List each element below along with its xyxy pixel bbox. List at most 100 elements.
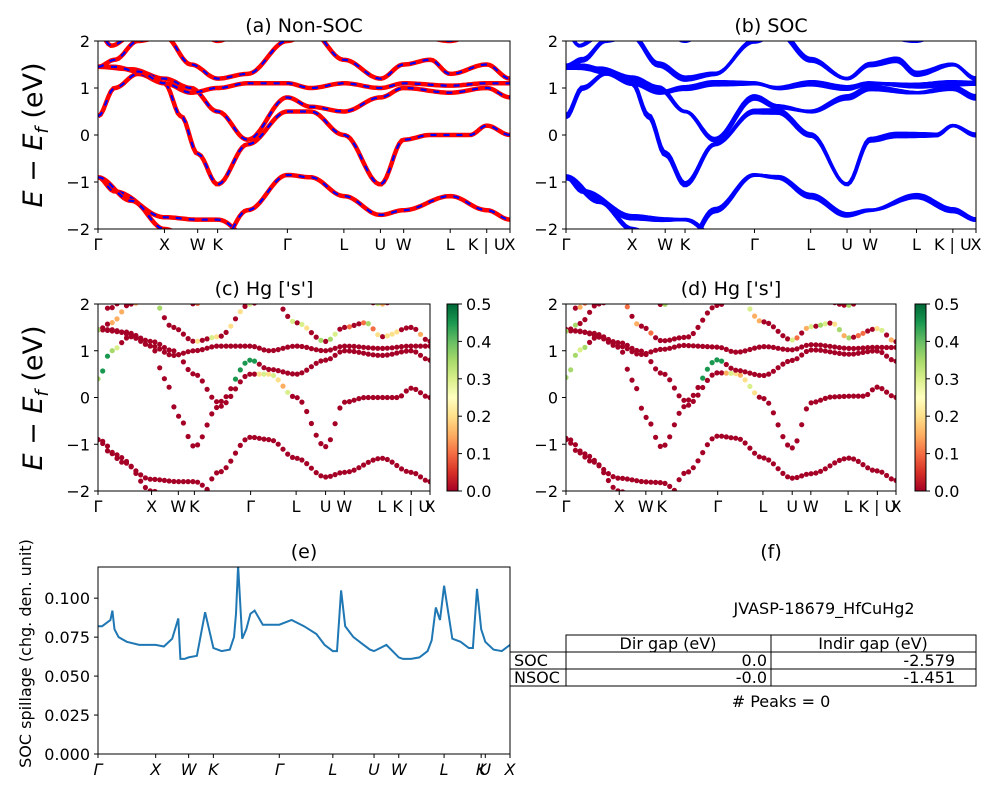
band-point-d <box>808 471 814 477</box>
band-point-c <box>361 462 367 468</box>
band-point-c <box>408 385 414 391</box>
band-point-d <box>789 475 795 481</box>
band-point-c <box>138 478 144 484</box>
band-point-d <box>789 357 795 363</box>
x-tick-label-a: K <box>212 235 223 254</box>
band-point-c <box>195 442 201 448</box>
x-tick-label-d: L <box>758 497 767 516</box>
band-point-c <box>100 438 106 444</box>
band-point-d <box>747 346 753 353</box>
band-point-d <box>733 506 738 511</box>
band-point-c <box>133 470 139 476</box>
y-tick-label-b: 2 <box>548 32 558 51</box>
band-point-c <box>128 331 134 338</box>
band-point-c <box>114 304 120 307</box>
band-point-d <box>860 295 865 300</box>
band-point-c <box>323 348 329 354</box>
band-point-c <box>308 465 314 471</box>
band-point-c <box>143 298 148 303</box>
band-point-c <box>128 304 134 307</box>
band-point-c <box>356 465 362 471</box>
band-point-d <box>851 345 857 352</box>
x-tick-label-a: L <box>339 235 348 254</box>
band-point-d <box>592 296 597 301</box>
band-line-b <box>566 72 976 186</box>
band-point-c <box>289 343 296 349</box>
band-point-d <box>742 440 748 446</box>
band-point-c <box>185 479 191 485</box>
band-point-c <box>237 309 243 315</box>
band-point-d <box>803 471 810 477</box>
band-point-c <box>166 347 172 353</box>
table-row-label: SOC <box>514 651 548 670</box>
band-point-c <box>380 394 386 401</box>
band-point-d <box>865 291 870 296</box>
band-point-c <box>161 376 167 382</box>
band-point-c <box>270 347 277 354</box>
band-point-c <box>351 467 357 473</box>
band-point-c <box>365 321 371 327</box>
band-point-c <box>199 482 205 488</box>
band-point-d <box>596 294 601 299</box>
band-point-c <box>308 346 314 352</box>
band-point-c <box>361 344 367 350</box>
band-point-c <box>313 432 319 438</box>
band-point-c <box>114 328 120 334</box>
band-point-d <box>681 334 687 340</box>
band-point-c <box>228 512 233 517</box>
band-point-c <box>176 327 182 333</box>
band-point-d <box>742 369 748 375</box>
band-point-d <box>676 343 682 349</box>
band-point-c <box>98 376 101 382</box>
band-point-d <box>803 348 810 355</box>
band-point-d <box>822 466 828 472</box>
band-point-d <box>879 349 885 356</box>
band-point-d <box>714 344 720 350</box>
x-tick-label-e: W <box>391 760 408 779</box>
band-point-d <box>629 313 635 319</box>
band-point-d <box>832 350 838 356</box>
band-point-c <box>142 337 148 343</box>
band-point-c <box>176 352 182 358</box>
y-tick-label-c: 0 <box>80 389 90 408</box>
band-point-d <box>818 347 824 353</box>
band-point-c <box>171 348 177 354</box>
band-point-c <box>327 356 333 362</box>
band-point-d <box>648 294 653 299</box>
band-point-d <box>686 397 692 403</box>
band-point-c <box>181 294 186 299</box>
band-point-d <box>766 400 772 406</box>
band-point-d <box>865 345 871 351</box>
band-point-d <box>577 448 583 454</box>
y-tick-label-b: 1 <box>548 79 558 98</box>
band-point-d <box>695 384 701 391</box>
band-point-c <box>190 338 196 344</box>
band-point-c <box>422 343 428 349</box>
band-point-c <box>285 370 291 376</box>
band-point-d <box>606 286 611 291</box>
band-point-d <box>566 328 569 334</box>
band-point-c <box>304 461 310 467</box>
band-point-c <box>422 356 428 362</box>
band-point-c <box>166 478 172 484</box>
band-point-c <box>242 437 248 443</box>
band-point-c <box>351 348 357 355</box>
band-point-c <box>371 511 376 516</box>
band-point-d <box>634 321 640 327</box>
band-point-c <box>365 394 371 401</box>
band-point-c <box>147 338 153 344</box>
band-point-c <box>389 351 395 357</box>
band-point-c <box>280 369 286 375</box>
band-point-c <box>423 295 428 300</box>
band-point-c <box>418 292 423 297</box>
band-point-c <box>195 372 201 378</box>
band-point-c <box>148 283 153 288</box>
table-footer: # Peaks = 0 <box>732 692 831 711</box>
band-point-c <box>237 343 243 349</box>
band-point-c <box>299 321 305 327</box>
band-point-d <box>611 297 616 302</box>
band-point-d <box>855 350 861 356</box>
band-point-c <box>162 287 167 292</box>
band-point-c <box>119 455 125 461</box>
band-point-d <box>860 462 866 468</box>
